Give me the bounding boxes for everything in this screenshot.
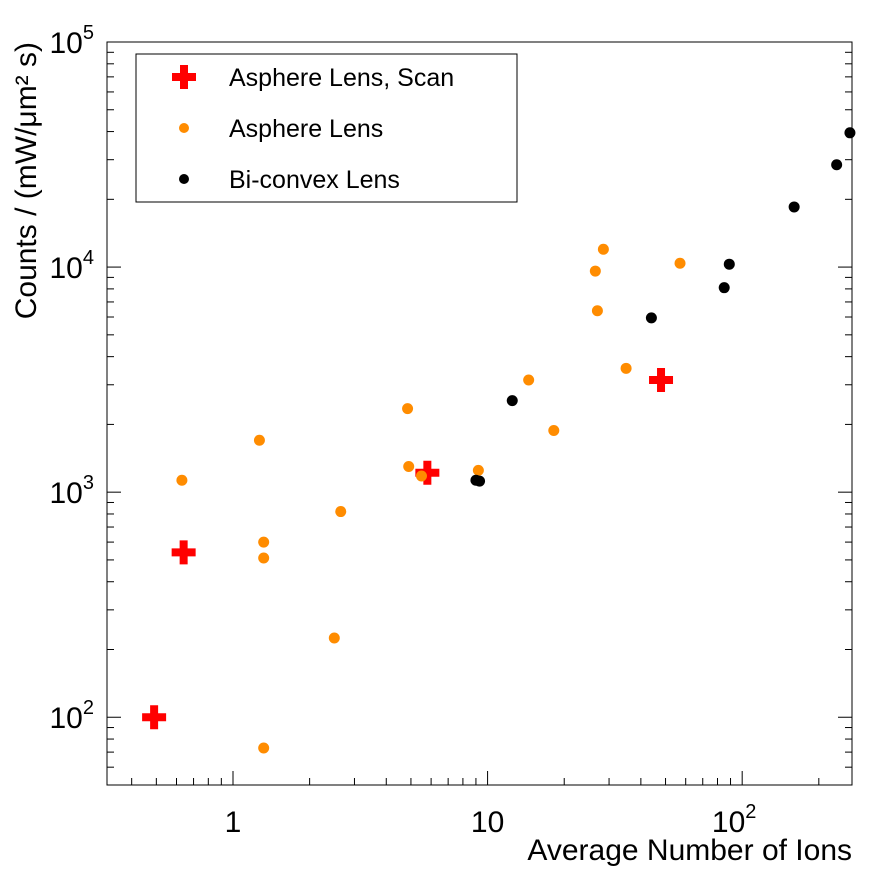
data-point (548, 424, 560, 436)
data-point (831, 159, 843, 171)
data-points (142, 127, 856, 754)
x-tick-label-base: 10 (471, 806, 504, 839)
legend-marker (179, 123, 189, 133)
y-tick-label-exponent: 3 (83, 472, 94, 494)
data-point (176, 474, 188, 486)
data-point (328, 632, 340, 644)
data-point (723, 258, 735, 270)
data-point-cross (142, 705, 167, 730)
data-point (591, 305, 603, 317)
series-0 (142, 368, 674, 730)
data-point (472, 464, 484, 476)
legend-label: Asphere Lens, Scan (229, 64, 454, 92)
data-point (335, 506, 347, 518)
data-point-cross (171, 540, 196, 565)
data-point-cross (649, 368, 674, 393)
legend-marker-cross (172, 65, 196, 89)
plot-frame (106, 41, 853, 786)
y-tick-label: 104 (50, 247, 95, 285)
plot-area (106, 41, 853, 786)
data-point (718, 282, 730, 294)
data-point (506, 395, 518, 407)
data-point (844, 127, 856, 139)
y-axis-label-text: Counts / (mW/μm² s) (10, 42, 43, 319)
data-point (788, 201, 800, 213)
data-point (645, 312, 657, 324)
y-tick-label-exponent: 2 (83, 697, 94, 719)
data-point (258, 742, 270, 754)
x-axis-label: Average Number of Ions (527, 834, 852, 867)
data-point (620, 362, 632, 374)
y-tick-label-exponent: 5 (83, 22, 94, 44)
data-point (674, 257, 686, 269)
data-point (403, 461, 415, 473)
series-2 (470, 127, 856, 487)
legend-label: Asphere Lens (229, 115, 383, 143)
data-point (597, 243, 609, 255)
y-tick-label: 102 (50, 697, 95, 735)
legend-marker (179, 174, 189, 184)
y-tick-label: 105 (50, 22, 95, 60)
series-1 (176, 243, 686, 754)
data-point-cross (415, 460, 440, 485)
y-axis-label: Counts / (mW/μm² s) (10, 42, 43, 319)
data-point (415, 470, 427, 482)
x-tick-label-exponent: 2 (745, 801, 756, 823)
x-tick-label: 10 (471, 806, 504, 839)
y-tick-label-base: 10 (50, 702, 83, 735)
data-point (258, 536, 270, 548)
data-point (253, 434, 265, 446)
y-tick-label: 103 (50, 472, 95, 510)
legend-label: Bi-convex Lens (229, 166, 400, 194)
data-point (258, 552, 270, 564)
legend: Asphere Lens, Scan Asphere Lens Bi-convex … (135, 53, 518, 203)
data-point (474, 475, 486, 487)
data-point (589, 265, 601, 277)
y-tick-label-base: 10 (50, 252, 83, 285)
x-tick-label-base: 1 (225, 806, 242, 839)
y-tick-label-exponent: 4 (83, 247, 94, 269)
data-point (402, 403, 414, 415)
x-tick-label: 102 (712, 801, 757, 839)
y-tick-label-base: 10 (50, 477, 83, 510)
y-tick-label-base: 10 (50, 27, 83, 60)
data-point (523, 374, 535, 386)
x-tick-label: 1 (225, 806, 242, 839)
x-tick-label-base: 10 (712, 806, 745, 839)
legend-box (135, 53, 518, 203)
